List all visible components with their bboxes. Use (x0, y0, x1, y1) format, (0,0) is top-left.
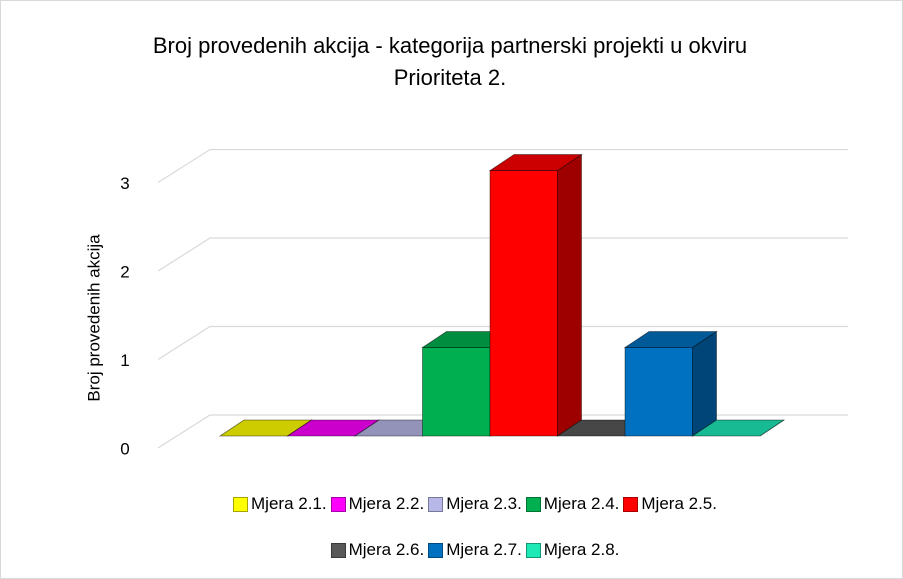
bar (489, 170, 558, 437)
legend-swatch (525, 542, 541, 558)
legend-item: Mjera 2.3. (428, 492, 522, 516)
bar (422, 347, 491, 437)
legend-label: Mjera 2.5. (641, 494, 717, 513)
legend-label: Mjera 2.7. (446, 540, 522, 559)
bar (624, 347, 693, 437)
y-tick-label: 2 (120, 263, 129, 282)
legend-swatch (525, 496, 541, 512)
legend-item: Mjera 2.7. (428, 538, 522, 562)
legend-swatch (330, 542, 346, 558)
legend-label: Mjera 2.6. (348, 540, 425, 559)
bar-top (691, 419, 786, 437)
legend-swatch (233, 496, 249, 512)
legend-item: Mjera 2.6. (330, 538, 425, 562)
y-axis-label: Broj provedenih akcija (84, 234, 103, 402)
legend-swatch (330, 496, 346, 512)
legend: Mjera 2.1. Mjera 2.2. Mjera 2.3. Mjera 2.4.… (215, 492, 735, 562)
y-tick-label: 3 (120, 174, 129, 193)
legend-item: Mjera 2.4. (525, 492, 620, 516)
legend-item: Mjera 2.1. (233, 492, 327, 516)
bar-top (623, 331, 718, 348)
bar-top (488, 154, 583, 171)
bar-side (692, 330, 717, 437)
bar-side (557, 153, 582, 437)
grid-line (157, 237, 848, 272)
legend-item: Mjera 2.2. (330, 492, 425, 516)
y-tick-label: 0 (120, 439, 129, 458)
legend-label: Mjera 2.2. (348, 494, 425, 513)
legend-label: Mjera 2.4. (543, 494, 620, 513)
legend-label: Mjera 2.3. (446, 494, 522, 513)
legend-swatch (428, 496, 444, 512)
chart-title: Broj provedenih akcija - kategorija part… (152, 33, 748, 90)
legend-swatch (623, 496, 639, 512)
legend-swatch (428, 542, 444, 558)
grid-line (157, 148, 848, 184)
legend-item: Mjera 2.5. (623, 492, 717, 516)
grid-line (157, 325, 848, 361)
legend-item: Mjera 2.8. (525, 538, 620, 562)
legend-label: Mjera 2.8. (543, 540, 620, 559)
y-tick-label: 1 (120, 351, 129, 370)
legend-label: Mjera 2.1. (251, 494, 327, 513)
